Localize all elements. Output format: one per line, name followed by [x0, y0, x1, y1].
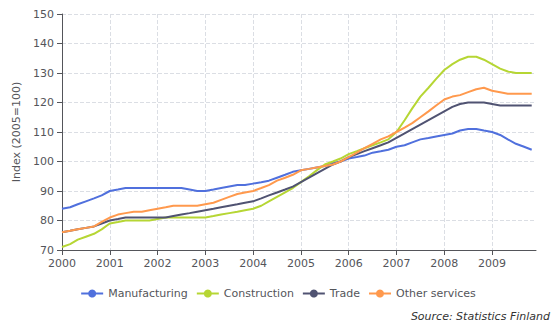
svg-text:Trade: Trade: [329, 287, 360, 300]
svg-text:2005: 2005: [287, 257, 315, 270]
svg-text:150: 150: [33, 8, 54, 21]
svg-text:2009: 2009: [478, 257, 506, 270]
svg-text:120: 120: [33, 96, 54, 109]
svg-text:2006: 2006: [335, 257, 363, 270]
svg-text:140: 140: [33, 37, 54, 50]
svg-text:80: 80: [40, 214, 54, 227]
svg-text:Index (2005=100): Index (2005=100): [10, 82, 23, 183]
svg-text:Manufacturing: Manufacturing: [108, 287, 188, 300]
svg-text:100: 100: [33, 155, 54, 168]
svg-text:Source: Statistics Finland: Source: Statistics Finland: [411, 310, 551, 323]
svg-text:2001: 2001: [96, 257, 124, 270]
svg-text:2008: 2008: [430, 257, 458, 270]
svg-text:2007: 2007: [382, 257, 410, 270]
svg-text:Construction: Construction: [224, 287, 294, 300]
svg-text:90: 90: [40, 185, 54, 198]
svg-text:70: 70: [40, 244, 54, 257]
svg-text:2000: 2000: [48, 257, 76, 270]
svg-text:2003: 2003: [191, 257, 219, 270]
svg-text:Other services: Other services: [396, 287, 476, 300]
svg-text:130: 130: [33, 67, 54, 80]
svg-text:110: 110: [33, 126, 54, 139]
svg-text:2002: 2002: [144, 257, 172, 270]
svg-text:2004: 2004: [239, 257, 267, 270]
